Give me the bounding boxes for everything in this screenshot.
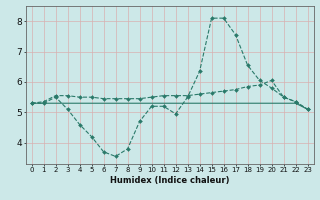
X-axis label: Humidex (Indice chaleur): Humidex (Indice chaleur) bbox=[110, 176, 229, 185]
